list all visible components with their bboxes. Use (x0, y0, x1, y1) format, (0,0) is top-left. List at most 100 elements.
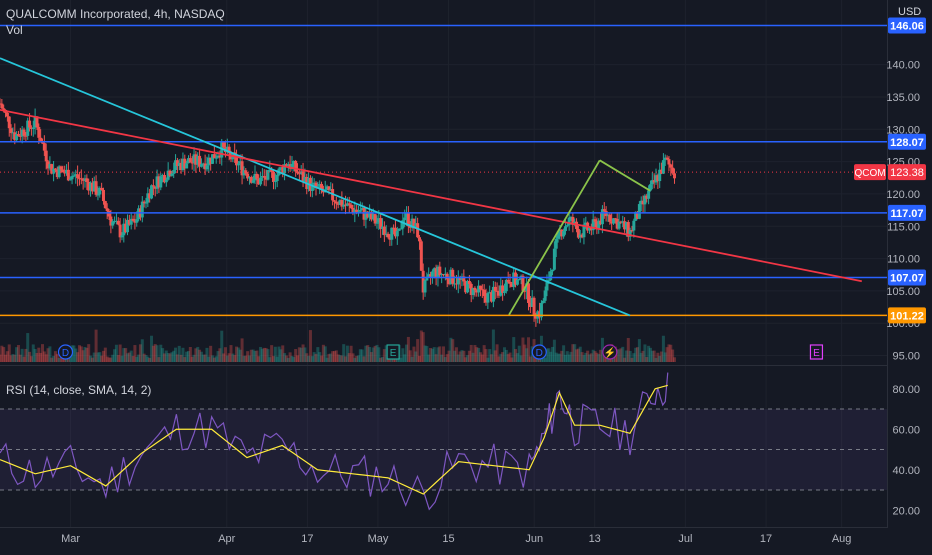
candle-body (161, 174, 165, 177)
candle-body (63, 172, 67, 174)
candle-body (658, 169, 662, 182)
candle-body (264, 177, 268, 180)
candle-body (42, 143, 46, 151)
volume-bar (129, 350, 133, 362)
volume-bar (135, 356, 139, 362)
candle-body (669, 164, 673, 168)
volume-bar (320, 355, 324, 362)
volume-label[interactable]: Vol (6, 23, 23, 37)
volume-bar (277, 346, 281, 362)
candle-body (379, 218, 383, 229)
level-layer[interactable] (0, 24, 887, 317)
candle-body (593, 219, 597, 222)
currency-label[interactable]: USD (898, 6, 922, 18)
volume-bar (44, 354, 48, 362)
volume-bar (648, 347, 652, 362)
candle-body (303, 176, 307, 182)
volume-bar (331, 351, 335, 362)
event-marker-layer[interactable]: D E D ⚡ E (57, 344, 824, 360)
candle-body (599, 220, 603, 225)
candle-body (541, 300, 545, 303)
volume-bar (220, 330, 224, 362)
volume-bar (172, 350, 176, 362)
volume-bar (183, 357, 187, 362)
candle-body (188, 158, 192, 163)
trendline-layer[interactable] (0, 57, 862, 317)
volume-bar (578, 346, 582, 362)
candle-body (634, 211, 638, 221)
candle-body (41, 142, 45, 144)
volume-bar (369, 352, 373, 362)
candle-body (386, 233, 390, 238)
candle-body (493, 286, 497, 291)
volume-bar (294, 349, 298, 362)
candle-body (469, 283, 473, 295)
volume-bar (218, 348, 222, 362)
candle-body (656, 175, 660, 182)
volume-bar (643, 344, 647, 362)
volume-bar (517, 345, 521, 362)
volume-bar (273, 346, 277, 362)
candle-body (201, 163, 205, 165)
candle-body (53, 168, 57, 170)
time-tick-label: 17 (760, 533, 772, 545)
candle-body (259, 177, 263, 185)
volume-bar (181, 347, 185, 362)
volume-bar (223, 347, 227, 362)
volume-bar (109, 357, 113, 362)
volume-bar (338, 355, 342, 362)
candle-body (624, 222, 628, 230)
candle-body (39, 137, 43, 143)
candle-body (454, 283, 458, 285)
symbol-title[interactable]: QUALCOMM Incorporated, 4h, NASDAQ (6, 7, 225, 21)
volume-bar (637, 339, 641, 362)
volume-bar (312, 352, 316, 362)
volume-bar (299, 347, 303, 362)
candle-body (556, 231, 560, 239)
candle-body (76, 174, 80, 179)
rsi-pane[interactable] (0, 372, 887, 511)
candle-body (665, 157, 669, 160)
rsi-tick-label: 60.00 (892, 424, 920, 436)
volume-bar (342, 344, 346, 362)
volume-bar (22, 356, 26, 362)
candle-body (310, 183, 314, 191)
volume-bar (482, 345, 486, 362)
volume-bar (57, 357, 61, 362)
candle-body (281, 167, 285, 174)
candle-body (74, 174, 78, 176)
volume-bar (100, 355, 104, 362)
volume-bar (209, 345, 213, 362)
volume-bar (286, 357, 290, 362)
volume-bar (24, 348, 28, 362)
volume-bar (271, 356, 275, 362)
candle-body (236, 163, 240, 166)
candle-body (153, 186, 157, 189)
candle-layer[interactable] (0, 98, 676, 327)
rsi-legend[interactable]: RSI (14, close, SMA, 14, 2) (6, 383, 152, 397)
volume-bar (543, 357, 547, 362)
axis-layer[interactable]: 95.00100.00105.00110.00115.00120.00125.0… (61, 60, 920, 545)
volume-bar (525, 348, 529, 362)
volume-bar (118, 344, 122, 362)
volume-bar (0, 345, 4, 362)
chart-legend[interactable]: QUALCOMM Incorporated, 4h, NASDAQ Vol (6, 6, 225, 38)
candle-body (148, 193, 152, 199)
volume-bar (2, 347, 6, 362)
volume-bar (166, 353, 170, 362)
time-tick-label: 15 (442, 533, 454, 545)
volume-bar (349, 345, 353, 362)
volume-bar (658, 355, 662, 362)
volume-bar (307, 355, 311, 362)
candle-body (334, 201, 338, 204)
candle-body (214, 157, 218, 159)
volume-bar (353, 357, 357, 362)
event-marker-dividend (531, 344, 547, 360)
candle-body (382, 226, 386, 236)
volume-bar (103, 347, 107, 362)
candle-body (98, 187, 102, 195)
candle-body (318, 183, 322, 187)
volume-bar (211, 355, 215, 362)
